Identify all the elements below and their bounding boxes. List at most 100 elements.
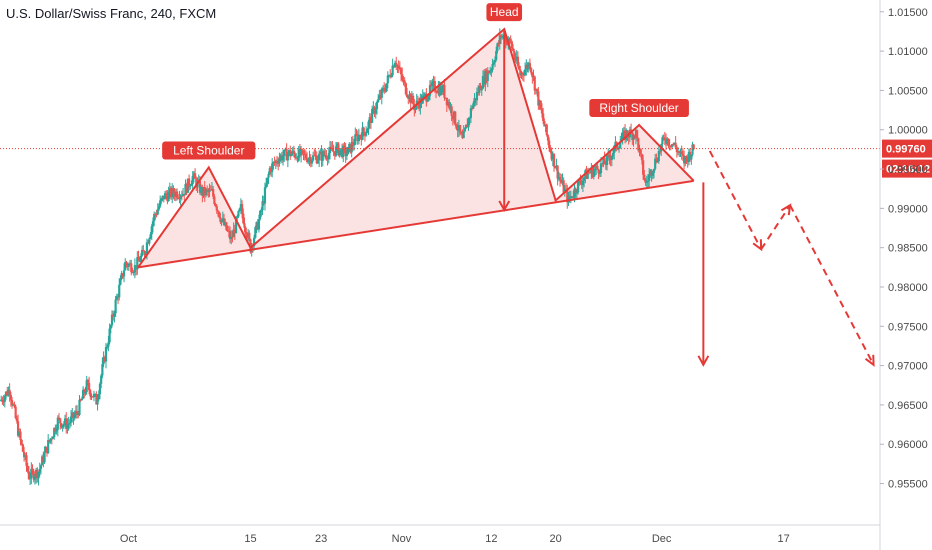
candle-body bbox=[591, 167, 594, 177]
candle-body bbox=[327, 153, 330, 160]
candle-body bbox=[151, 221, 155, 227]
candle-body bbox=[127, 263, 130, 267]
candle-body bbox=[640, 154, 644, 161]
candle-body bbox=[267, 173, 270, 178]
y-tick-label: 0.99000 bbox=[888, 203, 928, 215]
candle-body bbox=[464, 124, 468, 129]
candle-body bbox=[604, 164, 607, 166]
candle-body bbox=[398, 68, 401, 70]
candle-body bbox=[224, 222, 227, 226]
candle-body bbox=[436, 92, 439, 94]
candle-body bbox=[51, 437, 55, 439]
candle-body bbox=[119, 278, 122, 285]
candle-body bbox=[578, 180, 581, 182]
candle-body bbox=[90, 396, 93, 398]
candle-body bbox=[168, 188, 171, 193]
candle-body bbox=[438, 87, 441, 95]
candle-body bbox=[649, 170, 652, 175]
candle-body bbox=[10, 399, 14, 405]
candle-body bbox=[457, 125, 460, 131]
candle-body bbox=[84, 392, 87, 394]
candle-body bbox=[139, 255, 143, 262]
candle-body bbox=[675, 147, 678, 152]
candle-body bbox=[291, 150, 294, 154]
candle-body bbox=[374, 109, 377, 114]
candle-body bbox=[91, 396, 94, 398]
candle-body bbox=[243, 223, 246, 228]
candle-body bbox=[314, 155, 317, 157]
candle-body bbox=[402, 80, 405, 82]
candle-body bbox=[456, 128, 459, 131]
candle-body bbox=[539, 100, 542, 110]
candle-body bbox=[227, 230, 230, 232]
countdown-tag bbox=[882, 159, 932, 178]
candle-body bbox=[490, 69, 493, 71]
candle-body bbox=[481, 76, 485, 89]
candle-body bbox=[545, 124, 548, 136]
candle-body bbox=[60, 423, 63, 428]
candle-body bbox=[622, 130, 625, 133]
candle-body bbox=[69, 416, 73, 423]
candle-body bbox=[292, 150, 295, 154]
candle-body bbox=[203, 186, 206, 195]
candle-body bbox=[676, 151, 680, 153]
candle-body bbox=[570, 196, 574, 198]
candle-body bbox=[221, 218, 224, 221]
candle-body bbox=[194, 173, 197, 179]
y-tick-label: 0.98000 bbox=[888, 282, 928, 294]
candle-body bbox=[313, 155, 316, 157]
candle-body bbox=[679, 151, 682, 153]
candle-body bbox=[673, 142, 676, 145]
candle-body bbox=[25, 455, 28, 466]
candle-body bbox=[277, 162, 280, 164]
candle-body bbox=[114, 299, 117, 314]
candle-body bbox=[555, 165, 558, 169]
candle-body bbox=[609, 157, 612, 161]
candle-body bbox=[593, 168, 597, 171]
y-tick-label: 1.01000 bbox=[888, 46, 928, 58]
candle-body bbox=[68, 422, 71, 424]
candle-body bbox=[7, 389, 10, 396]
candle-body bbox=[263, 187, 267, 204]
candle-body bbox=[633, 135, 636, 138]
candle-body bbox=[133, 265, 136, 273]
candle-body bbox=[155, 214, 158, 216]
candle-body bbox=[599, 163, 603, 174]
candle-body bbox=[302, 150, 305, 154]
candle-body bbox=[375, 102, 379, 110]
candle-body bbox=[160, 198, 163, 201]
candle-body bbox=[171, 188, 174, 198]
candle-body bbox=[433, 81, 436, 91]
candle-body bbox=[18, 431, 21, 436]
candle-body bbox=[163, 193, 167, 200]
candle-body bbox=[248, 232, 251, 240]
candle-body bbox=[631, 132, 634, 140]
candle-body bbox=[540, 109, 544, 114]
candle-body bbox=[551, 153, 554, 160]
candle-body bbox=[684, 156, 687, 164]
candle-body bbox=[96, 399, 99, 405]
candle-body bbox=[625, 130, 628, 140]
candle-body bbox=[560, 179, 563, 183]
projection-segment bbox=[708, 150, 763, 250]
candle-body bbox=[153, 214, 156, 222]
candle-body bbox=[128, 263, 132, 265]
projection-segment bbox=[789, 204, 875, 366]
candle-body bbox=[336, 143, 339, 147]
y-tick-label: 1.00000 bbox=[888, 125, 928, 137]
candle-body bbox=[0, 399, 3, 401]
candle-body bbox=[632, 135, 635, 140]
candle-body bbox=[430, 84, 433, 87]
candle-body bbox=[461, 134, 464, 139]
candle-body bbox=[386, 75, 389, 84]
candle-body bbox=[238, 208, 241, 211]
candle-body bbox=[109, 325, 112, 329]
countdown-value: 02:16:12 bbox=[886, 164, 930, 176]
candle-body bbox=[100, 375, 103, 384]
candle-body bbox=[437, 87, 440, 93]
candle-body bbox=[31, 468, 34, 472]
candle-body bbox=[237, 210, 240, 217]
candle-body bbox=[159, 200, 162, 207]
candle-body bbox=[136, 257, 139, 270]
